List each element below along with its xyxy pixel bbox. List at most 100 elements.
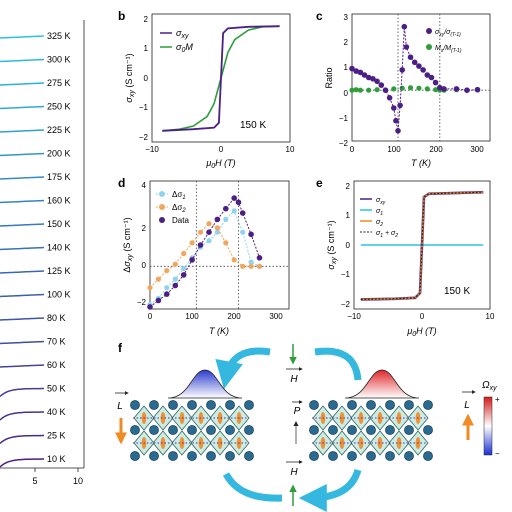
data-point [366, 87, 372, 93]
atom [168, 451, 178, 461]
data-point [403, 44, 410, 50]
panel-e-legend: σxy σ1 σ2 σ1 + σ2 [360, 197, 398, 239]
spin-moment [396, 412, 402, 424]
temperature-label: 80 K [47, 313, 66, 323]
panel-a-curve [0, 58, 45, 63]
atom [168, 400, 178, 410]
atom [347, 425, 357, 435]
tick: −10 [145, 145, 159, 154]
panel-b-frame [151, 13, 291, 143]
data-point [416, 85, 422, 91]
tick: 100 [185, 312, 199, 321]
temperature-label: 275 K [47, 78, 71, 88]
tick: 2 [346, 182, 351, 191]
omega-colorbar [483, 396, 493, 456]
panel-d-xlabel: T (K) [209, 326, 229, 336]
data-point [433, 87, 439, 93]
data-point [231, 208, 237, 214]
atom [385, 400, 395, 410]
data-point [172, 282, 179, 289]
data-point [223, 216, 229, 222]
data-point [164, 285, 170, 291]
temperature-label: 300 K [47, 55, 71, 65]
panel-e-plot [360, 190, 484, 301]
tick: −1 [139, 103, 149, 112]
data-point [357, 87, 363, 93]
panel-a-curve [0, 387, 44, 398]
data-point [240, 263, 246, 269]
data-point [256, 254, 263, 261]
data-point [155, 276, 161, 282]
atom [309, 400, 319, 410]
data-point [147, 285, 153, 291]
panel-d: d Δσ1 Δσ2 Data 0 100 200 300 4 2 0 −2 T … [118, 176, 290, 336]
panel-a-curve [0, 129, 45, 133]
temperature-label: 100 K [47, 290, 71, 300]
data-point [349, 65, 355, 72]
tick: −1 [341, 270, 351, 279]
temperature-label: 200 K [47, 149, 71, 159]
atom [187, 400, 197, 410]
tick: 300 [269, 312, 283, 321]
tick: 0 [219, 145, 224, 154]
data-point [197, 242, 204, 248]
data-point [248, 259, 254, 265]
atom [168, 425, 178, 435]
panel-a: 5 10 325 K 300 K 275 K 250 K 225 K 200 K 175 K… [0, 20, 85, 486]
atom [225, 425, 235, 435]
data-point [181, 265, 187, 272]
panel-c-ylabel: Ratio [324, 67, 334, 88]
data-point [240, 229, 246, 235]
data-point [172, 261, 178, 267]
panel-f: f H H P L L Ωxy + − [115, 341, 500, 512]
atom [328, 451, 338, 461]
panel-letter-f: f [118, 341, 123, 355]
atom [328, 400, 338, 410]
label-h-bottom: H [290, 467, 298, 478]
panel-c-legend: σxy/σ(T-1) Ms/M(T-1) [426, 28, 462, 54]
panel-letter-e: e [316, 176, 323, 190]
tick: 0 [420, 312, 425, 321]
cycle-arrow-bottom-right [298, 468, 362, 512]
data-point [164, 268, 170, 274]
panel-a-curves [0, 35, 45, 468]
label-l-left: L [117, 401, 123, 412]
tick: 4 [142, 181, 147, 190]
data-point [361, 72, 368, 78]
atom [404, 451, 414, 461]
data-point [223, 240, 229, 246]
atom [130, 400, 140, 410]
temperature-label: 175 K [47, 172, 71, 182]
atom [423, 400, 433, 410]
tick: 0 [350, 145, 355, 154]
data-point [370, 76, 376, 82]
series-line [149, 210, 260, 306]
data-point [189, 257, 195, 263]
tick: −2 [341, 300, 351, 309]
atom [206, 400, 216, 410]
atom [206, 451, 216, 461]
data-point [441, 86, 447, 92]
temperature-label: 40 K [47, 407, 66, 417]
cycle-arrow-top-left [215, 347, 271, 390]
atom [149, 400, 159, 410]
panel-c-xlabel: T (K) [411, 158, 431, 168]
data-point [416, 63, 422, 69]
panel-a-curve [0, 411, 44, 421]
panel-b-legend: σxy σ0M [160, 28, 193, 54]
spin-moment [339, 412, 345, 424]
berry-curvature-bump-negative [167, 369, 243, 399]
temperature-label: 150 K [47, 219, 71, 229]
panel-letter-b: b [118, 9, 125, 23]
tick: 2 [142, 224, 147, 233]
panel-a-curve [0, 340, 45, 345]
data-point [453, 86, 460, 92]
legend-dsigma1: Δσ1 [172, 190, 186, 201]
tick: 0 [144, 74, 149, 83]
panel-b-annotation: 150 K [240, 120, 266, 131]
atom [187, 425, 197, 435]
data-point [197, 229, 204, 235]
panel-c-frame [351, 13, 491, 142]
panel-d-legend: Δσ1 Δσ2 Data [156, 190, 189, 225]
